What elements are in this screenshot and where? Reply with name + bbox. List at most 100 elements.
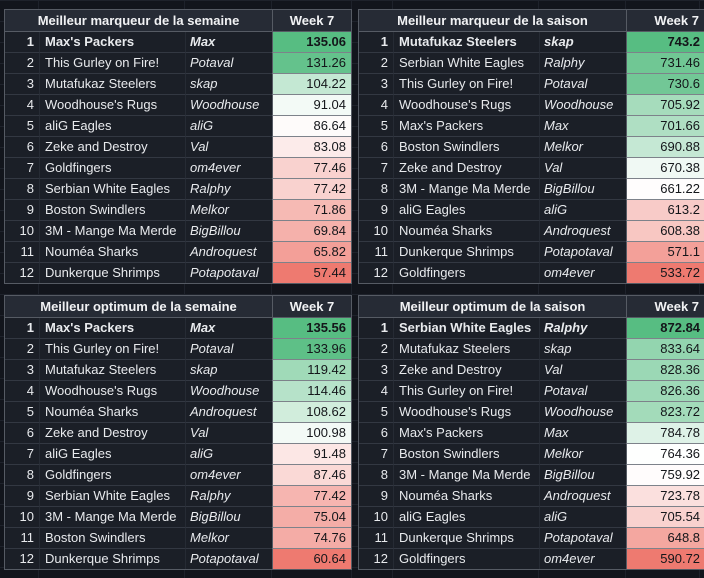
manager-cell[interactable]: Androquest bbox=[539, 486, 627, 507]
team-cell[interactable]: This Gurley on Fire! bbox=[39, 339, 185, 360]
rank-cell[interactable]: 7 bbox=[5, 444, 39, 465]
team-cell[interactable]: Boston Swindlers bbox=[393, 137, 539, 158]
value-cell[interactable]: 648.8 bbox=[626, 528, 704, 549]
team-cell[interactable]: Boston Swindlers bbox=[393, 444, 539, 465]
manager-cell[interactable]: om4ever bbox=[539, 263, 626, 283]
manager-cell[interactable]: Woodhouse bbox=[539, 402, 627, 423]
rank-cell[interactable]: 7 bbox=[359, 158, 393, 179]
team-cell[interactable]: Woodhouse's Rugs bbox=[393, 402, 539, 423]
rank-cell[interactable]: 12 bbox=[19, 551, 34, 566]
manager-cell[interactable]: Melkor bbox=[185, 200, 273, 221]
team-cell[interactable]: Zeke and Destroy bbox=[393, 360, 539, 381]
rank-cell[interactable]: 12 bbox=[19, 265, 34, 280]
value-cell[interactable]: 60.64 bbox=[272, 549, 351, 569]
rank-cell[interactable]: 10 bbox=[359, 507, 393, 528]
rank-cell[interactable]: 12 bbox=[373, 265, 388, 280]
rank-cell[interactable]: 6 bbox=[359, 137, 393, 158]
manager-cell[interactable]: Ralphy bbox=[185, 179, 273, 200]
manager-cell[interactable]: skap bbox=[185, 74, 273, 95]
manager-cell[interactable]: aliG bbox=[185, 444, 272, 465]
team-cell[interactable]: Dunkerque Shrimps bbox=[39, 263, 185, 283]
rank-cell[interactable]: 4 bbox=[359, 381, 393, 402]
manager-cell[interactable]: Ralphy bbox=[539, 53, 626, 74]
value-cell[interactable]: 608.38 bbox=[626, 221, 704, 242]
manager-cell[interactable]: skap bbox=[539, 32, 626, 53]
team-cell[interactable]: Zeke and Destroy bbox=[39, 137, 185, 158]
rank-cell[interactable]: 4 bbox=[359, 95, 393, 116]
rank-cell[interactable]: 7 bbox=[359, 444, 393, 465]
rank-cell[interactable]: 1 bbox=[359, 318, 393, 339]
team-cell[interactable]: Woodhouse's Rugs bbox=[39, 381, 185, 402]
value-cell[interactable]: 705.92 bbox=[626, 95, 704, 116]
team-cell[interactable]: 3M - Mange Ma Merde bbox=[393, 465, 539, 486]
value-cell[interactable]: 87.46 bbox=[272, 465, 351, 486]
manager-cell[interactable]: Melkor bbox=[539, 137, 626, 158]
manager-cell[interactable]: Max bbox=[185, 32, 273, 53]
rank-cell[interactable]: 8 bbox=[359, 465, 393, 486]
team-cell[interactable]: Serbian White Eagles bbox=[393, 318, 539, 339]
table-title[interactable]: Meilleur optimum de la saison bbox=[359, 296, 627, 318]
team-cell[interactable]: Serbian White Eagles bbox=[39, 486, 185, 507]
rank-cell[interactable]: 2 bbox=[5, 53, 39, 74]
team-cell[interactable]: Zeke and Destroy bbox=[39, 423, 185, 444]
rank-cell[interactable]: 9 bbox=[359, 486, 393, 507]
manager-cell[interactable]: aliG bbox=[539, 200, 626, 221]
table-title[interactable]: Meilleur marqueur de la semaine bbox=[5, 10, 273, 32]
team-cell[interactable]: Serbian White Eagles bbox=[393, 53, 539, 74]
manager-cell[interactable]: om4ever bbox=[185, 465, 272, 486]
value-cell[interactable]: 77.42 bbox=[272, 179, 352, 200]
manager-cell[interactable]: Max bbox=[185, 318, 272, 339]
manager-cell[interactable]: Androquest bbox=[185, 402, 272, 423]
value-cell[interactable]: 613.2 bbox=[626, 200, 704, 221]
team-cell[interactable]: Dunkerque Shrimps bbox=[39, 549, 185, 569]
team-cell[interactable]: Nouméa Sharks bbox=[39, 242, 185, 263]
rank-cell[interactable]: 6 bbox=[359, 423, 393, 444]
manager-cell[interactable]: aliG bbox=[539, 507, 627, 528]
manager-cell[interactable]: Potapotaval bbox=[185, 263, 272, 283]
team-cell[interactable]: Max's Packers bbox=[39, 318, 185, 339]
rank-cell[interactable]: 5 bbox=[359, 116, 393, 137]
manager-cell[interactable]: Ralphy bbox=[185, 486, 272, 507]
value-cell[interactable]: 74.76 bbox=[272, 528, 351, 549]
team-cell[interactable]: Nouméa Sharks bbox=[393, 486, 539, 507]
value-cell[interactable]: 731.46 bbox=[626, 53, 704, 74]
week-header[interactable]: Week 7 bbox=[626, 296, 704, 318]
manager-cell[interactable]: Val bbox=[539, 360, 627, 381]
team-cell[interactable]: This Gurley on Fire! bbox=[39, 53, 185, 74]
team-cell[interactable]: Goldfingers bbox=[39, 158, 185, 179]
value-cell[interactable]: 83.08 bbox=[272, 137, 352, 158]
rank-cell[interactable]: 9 bbox=[359, 200, 393, 221]
manager-cell[interactable]: Val bbox=[185, 137, 273, 158]
team-cell[interactable]: aliG Eagles bbox=[39, 116, 185, 137]
manager-cell[interactable]: Androquest bbox=[539, 221, 626, 242]
rank-cell[interactable]: 11 bbox=[5, 528, 39, 549]
value-cell[interactable]: 701.66 bbox=[626, 116, 704, 137]
manager-cell[interactable]: Potapotaval bbox=[539, 528, 627, 549]
team-cell[interactable]: aliG Eagles bbox=[39, 444, 185, 465]
value-cell[interactable]: 135.06 bbox=[272, 32, 352, 53]
manager-cell[interactable]: Ralphy bbox=[539, 318, 627, 339]
manager-cell[interactable]: BigBillou bbox=[185, 221, 273, 242]
manager-cell[interactable]: Woodhouse bbox=[185, 95, 273, 116]
manager-cell[interactable]: om4ever bbox=[539, 549, 626, 569]
value-cell[interactable]: 670.38 bbox=[626, 158, 704, 179]
value-cell[interactable]: 661.22 bbox=[626, 179, 704, 200]
rank-cell[interactable]: 4 bbox=[5, 95, 39, 116]
rank-cell[interactable]: 3 bbox=[5, 360, 39, 381]
value-cell[interactable]: 590.72 bbox=[626, 549, 704, 569]
value-cell[interactable]: 872.84 bbox=[626, 318, 704, 339]
value-cell[interactable]: 730.6 bbox=[626, 74, 704, 95]
value-cell[interactable]: 69.84 bbox=[272, 221, 352, 242]
team-cell[interactable]: Zeke and Destroy bbox=[393, 158, 539, 179]
manager-cell[interactable]: Woodhouse bbox=[185, 381, 272, 402]
rank-cell[interactable]: 8 bbox=[5, 465, 39, 486]
value-cell[interactable]: 65.82 bbox=[272, 242, 352, 263]
team-cell[interactable]: This Gurley on Fire! bbox=[393, 381, 539, 402]
team-cell[interactable]: Dunkerque Shrimps bbox=[393, 528, 539, 549]
team-cell[interactable]: 3M - Mange Ma Merde bbox=[39, 221, 185, 242]
rank-cell[interactable]: 5 bbox=[5, 116, 39, 137]
manager-cell[interactable]: BigBillou bbox=[185, 507, 272, 528]
rank-cell[interactable]: 10 bbox=[5, 507, 39, 528]
rank-cell[interactable]: 10 bbox=[359, 221, 393, 242]
rank-cell[interactable]: 6 bbox=[5, 137, 39, 158]
